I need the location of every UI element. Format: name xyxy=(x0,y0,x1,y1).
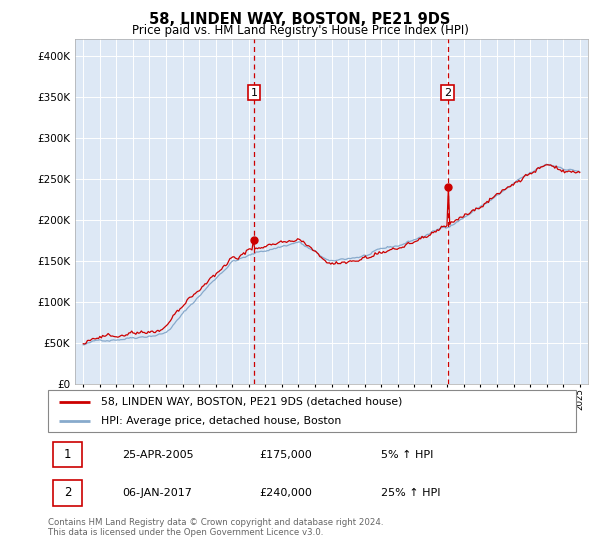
Text: 06-JAN-2017: 06-JAN-2017 xyxy=(122,488,192,498)
Text: 25% ↑ HPI: 25% ↑ HPI xyxy=(380,488,440,498)
Text: HPI: Average price, detached house, Boston: HPI: Average price, detached house, Bost… xyxy=(101,416,341,426)
Text: 2: 2 xyxy=(64,486,71,500)
FancyBboxPatch shape xyxy=(53,442,82,468)
Text: Contains HM Land Registry data © Crown copyright and database right 2024.
This d: Contains HM Land Registry data © Crown c… xyxy=(48,518,383,538)
Text: 5% ↑ HPI: 5% ↑ HPI xyxy=(380,450,433,460)
Text: £240,000: £240,000 xyxy=(259,488,312,498)
Text: 1: 1 xyxy=(251,87,257,97)
Text: 25-APR-2005: 25-APR-2005 xyxy=(122,450,194,460)
Text: 1: 1 xyxy=(64,448,71,461)
Text: Price paid vs. HM Land Registry's House Price Index (HPI): Price paid vs. HM Land Registry's House … xyxy=(131,24,469,37)
Text: £175,000: £175,000 xyxy=(259,450,312,460)
FancyBboxPatch shape xyxy=(53,480,82,506)
Text: 58, LINDEN WAY, BOSTON, PE21 9DS: 58, LINDEN WAY, BOSTON, PE21 9DS xyxy=(149,12,451,27)
Text: 58, LINDEN WAY, BOSTON, PE21 9DS (detached house): 58, LINDEN WAY, BOSTON, PE21 9DS (detach… xyxy=(101,396,402,407)
Text: 2: 2 xyxy=(444,87,451,97)
